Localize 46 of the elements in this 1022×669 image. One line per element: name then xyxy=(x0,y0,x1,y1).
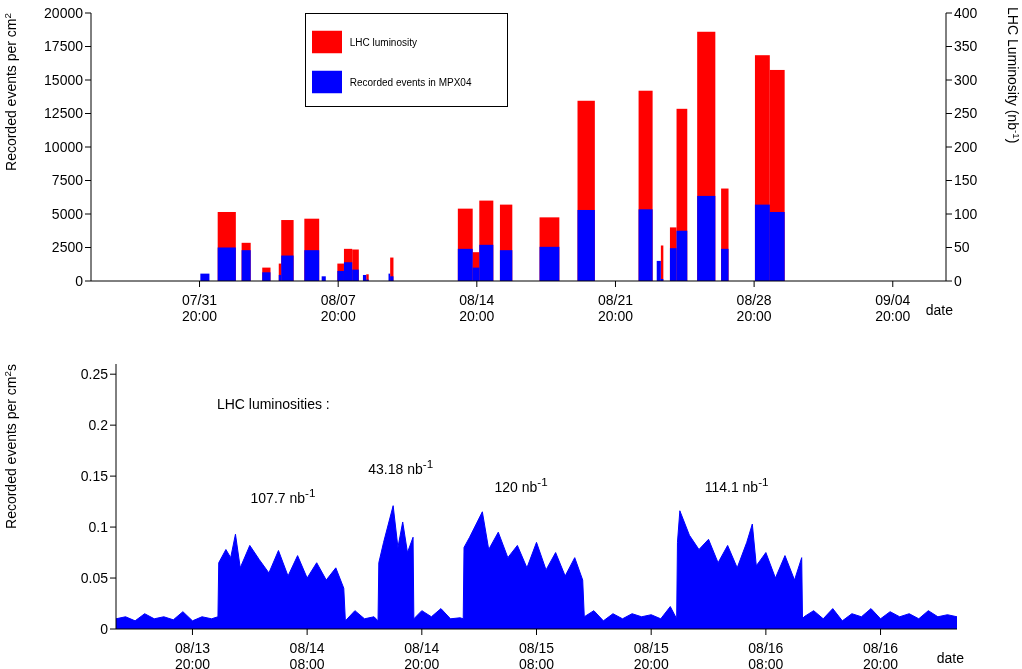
y2-tick-label: 200 xyxy=(954,138,978,155)
y2-tick-label: 300 xyxy=(954,71,978,88)
x-tick-label: 08/28 20:00 xyxy=(736,292,772,324)
y2-tick-label: 100 xyxy=(954,205,978,222)
x-tick-label: 08/15 08:00 xyxy=(518,640,555,669)
x-tick-label: 08/16 08:00 xyxy=(748,640,784,669)
y2-tick-label: 250 xyxy=(954,105,978,122)
annotation: 114.1 nb$^{-1}$ xyxy=(704,475,769,495)
x-tick-label: 08/13 20:00 xyxy=(174,640,211,669)
x-tick-label: 08/15 20:00 xyxy=(633,640,669,669)
y-tick-label: 2500 xyxy=(51,239,84,256)
x-axis-title: date xyxy=(925,302,954,318)
y-tick-label: 17500 xyxy=(44,38,84,55)
y-tick-label: 5000 xyxy=(51,205,84,222)
x-tick-label: 09/04 20:00 xyxy=(875,292,911,324)
y-tick-label: 20000 xyxy=(44,4,84,21)
annotation: 120 nb$^{-1}$ xyxy=(494,475,548,495)
y-tick-label: 0 xyxy=(100,620,109,637)
y-tick-label: 0 xyxy=(75,272,84,289)
x-tick-label: 08/14 08:00 xyxy=(289,640,325,669)
x-tick-label: 08/07 20:00 xyxy=(320,292,356,324)
y-tick-label: 0.25 xyxy=(80,366,109,383)
y2-tick-label: 0 xyxy=(954,272,962,289)
legend-label: Recorded events in MPX04 xyxy=(349,77,472,88)
y2-tick-label: 150 xyxy=(954,172,978,189)
y2-tick-label: 350 xyxy=(954,38,978,55)
y2-tick-label: 400 xyxy=(954,4,978,21)
y-tick-label: 15000 xyxy=(44,71,84,88)
y-tick-label: 0.1 xyxy=(88,519,109,536)
y-tick-label: 0.15 xyxy=(80,468,109,485)
x-axis-title: date xyxy=(936,650,965,666)
y-tick-label: 0.2 xyxy=(88,417,109,434)
y-tick-label: 7500 xyxy=(51,172,84,189)
legend-label: LHC luminosity xyxy=(349,37,417,48)
x-tick-label: 08/16 20:00 xyxy=(863,640,899,669)
y-tick-label: 10000 xyxy=(44,138,84,155)
x-tick-label: 07/31 20:00 xyxy=(182,292,218,324)
x-tick-label: 08/21 20:00 xyxy=(597,292,634,324)
annotation: LHC luminosities : xyxy=(216,395,330,412)
annotation: 43.18 nb$^{-1}$ xyxy=(368,456,434,477)
x-tick-label: 08/14 20:00 xyxy=(459,292,495,324)
x-tick-label: 08/14 20:00 xyxy=(404,640,440,669)
y-tick-label: 0.05 xyxy=(80,570,109,587)
y-tick-label: 12500 xyxy=(44,105,84,122)
y2-tick-label: 50 xyxy=(954,239,970,256)
annotation: 107.7 nb$^{-1}$ xyxy=(250,485,316,506)
